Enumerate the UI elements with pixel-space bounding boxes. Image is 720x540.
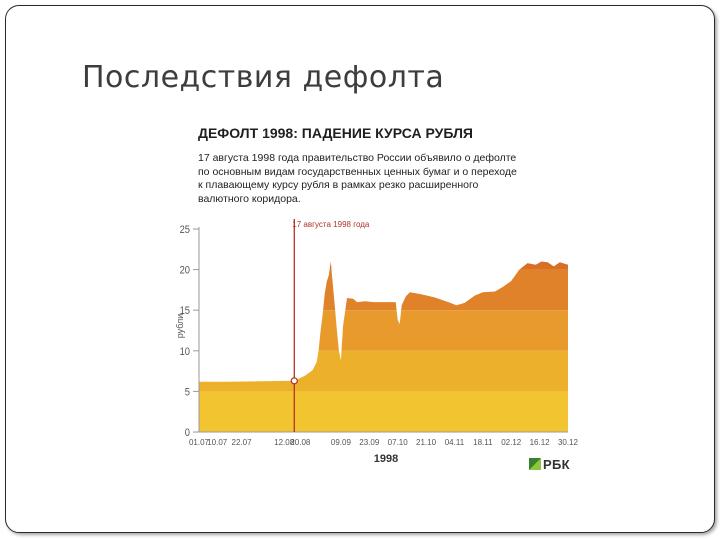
x-tick-label: 16.12: [530, 438, 551, 447]
x-tick-label: 04.11: [445, 438, 465, 447]
default-date-marker-label: 17 августа 1998 года: [292, 220, 370, 229]
x-tick-label: 02.12: [501, 438, 522, 447]
y-tick-label: 10: [180, 346, 191, 358]
y-tick-label: 5: [185, 387, 190, 399]
y-tick-label: 25: [180, 224, 191, 236]
x-tick-label: 01.07: [189, 438, 210, 447]
area-band: [199, 261, 568, 270]
rbc-logo-icon: [529, 458, 541, 470]
x-tick-label: 18.11: [473, 438, 493, 447]
y-tick-label: 0: [185, 427, 190, 439]
area-series: [199, 261, 568, 432]
x-tick-label: 23.09: [359, 438, 380, 447]
slide-frame: [5, 5, 715, 533]
chart-description: 17 августа 1998 года правительство Росси…: [198, 152, 558, 206]
y-tick-label: 20: [180, 265, 191, 277]
y-axis-label: рубли: [175, 314, 185, 339]
brand-logo: РБК: [529, 456, 570, 472]
x-tick-label: 21.10: [416, 438, 437, 447]
x-tick-label: 30.12: [558, 438, 579, 447]
x-axis-label: 1998: [374, 453, 398, 465]
area-band: [199, 269, 568, 311]
x-tick-label: 09.09: [331, 438, 352, 447]
chart-description-line: 17 августа 1998 года правительство Росси…: [198, 152, 517, 164]
x-tick-label: 20.08: [290, 438, 311, 447]
chart-description-line: валютного коридора.: [198, 192, 301, 205]
x-tick-label: 10.07: [207, 438, 228, 447]
default-date-marker-point: [290, 377, 298, 385]
x-tick-label: 12.08: [274, 438, 295, 447]
area-band: [199, 310, 568, 351]
chart-description-line: по основным видам государственных ценных…: [198, 165, 517, 178]
chart-heading: ДЕФОЛТ 1998: ПАДЕНИЕ КУРСА РУБЛЯ: [198, 125, 473, 141]
chart-description-line: к плавающему курсу рубля в рамках резко …: [198, 179, 479, 191]
area-band: [199, 350, 568, 392]
x-tick-label: 07.10: [388, 438, 409, 447]
y-tick-label: 15: [180, 306, 191, 318]
x-tick-label: 22.07: [232, 438, 253, 447]
area-band: [199, 391, 568, 432]
brand-name: РБК: [543, 456, 570, 472]
slide-title: Последствия дефолта: [82, 60, 445, 95]
